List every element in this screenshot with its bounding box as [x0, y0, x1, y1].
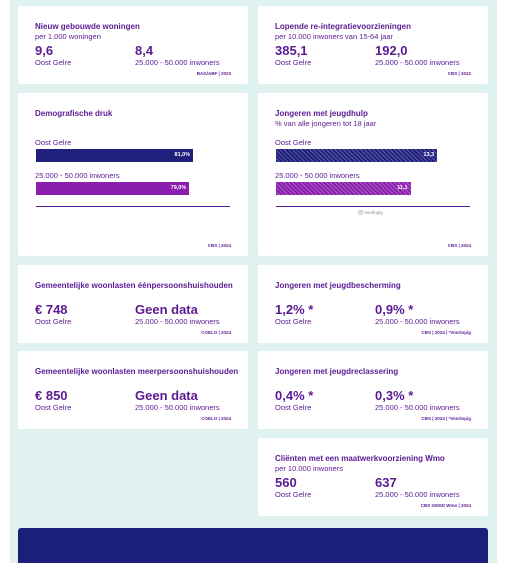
card-subtitle: % van alle jongeren tot 18 jaar [275, 119, 377, 128]
bar-label: Oost Gelre [275, 138, 312, 147]
card: Lopende re-integratievoorzieningen per 10… [258, 6, 488, 84]
stat-label: 25.000 - 50.000 inwoners [135, 403, 220, 412]
stat-value: 0,4% * [275, 388, 314, 403]
stat-value: 385,1 [275, 43, 308, 58]
stat-value: 9,6 [35, 43, 54, 58]
bar-label: 25.000 - 50.000 inwoners [275, 171, 360, 180]
stat: 9,6 Oost Gelre [35, 43, 71, 67]
source: CBS | 2024 | *Voorlopig [421, 330, 471, 335]
bar: 13,3 [276, 149, 438, 162]
stat-value: € 850 [35, 388, 68, 403]
stat: 560 Oost Gelre [275, 475, 311, 499]
stat-label: Oost Gelre [275, 490, 312, 499]
card-title: Jongeren met jeugdhulp [275, 109, 368, 118]
bar-label: 25.000 - 50.000 inwoners [35, 171, 120, 180]
stat-label: 25.000 - 50.000 inwoners [375, 490, 460, 499]
source: COELO | 2024 [201, 330, 231, 335]
card-title: Lopende re-integratievoorzieningen [275, 22, 412, 31]
bar-value-label: 79,0% [170, 185, 187, 191]
bar: 81,0% [36, 149, 194, 162]
stat-value: 8,4 [135, 43, 154, 58]
stat: 0,3% * 25.000 - 50.000 inwoners [375, 388, 460, 412]
legend-label: Voorlopig [364, 210, 383, 215]
card-title: Gemeentelijke woonlasten éénpersoonshuis… [35, 281, 233, 290]
stat: 637 25.000 - 50.000 inwoners [375, 475, 460, 499]
stat-label: Oost Gelre [35, 317, 72, 326]
bar-value-label: 81,0% [174, 152, 191, 158]
stat: 1,2% * Oost Gelre [275, 302, 313, 326]
source: COELO | 2024 [201, 416, 231, 421]
axis-line [276, 206, 470, 207]
card: Gemeentelijke woonlasten meerpersoonshui… [18, 351, 248, 429]
card-title: Cliënten met een maatwerkvoorziening Wmo [275, 454, 445, 463]
card: Demografische druk Oost Gelre 81,0% 25.000 … [18, 93, 248, 256]
stat-value: Geen data [135, 302, 198, 317]
stat: Geen data 25.000 - 50.000 inwoners [135, 388, 220, 412]
card-title: Demografische druk [35, 109, 113, 118]
card: Gemeentelijke woonlasten éénpersoonshuis… [18, 265, 248, 343]
card-title: Jongeren met jeugdbescherming [275, 281, 401, 290]
bar: 11,1 [276, 182, 411, 195]
card: Cliënten met een maatwerkvoorziening Wmo… [258, 438, 488, 516]
stat-value: 1,2% * [275, 302, 314, 317]
stat-label: 25.000 - 50.000 inwoners [375, 58, 460, 67]
card-subtitle: per 1.000 woningen [35, 32, 101, 41]
source: CBS GMSD Wmo | 2024 [420, 503, 471, 508]
stat-value: 0,3% * [375, 388, 414, 403]
source: CBS | 2024 [207, 243, 231, 248]
card-title: Jongeren met jeugdreclassering [275, 367, 399, 376]
stat: € 850 Oost Gelre [35, 388, 71, 412]
source: CBS | 2024 | *Voorlopig [421, 416, 471, 421]
stat: 0,9% * 25.000 - 50.000 inwoners [375, 302, 460, 326]
legend-swatch [358, 210, 363, 216]
stat-label: 25.000 - 50.000 inwoners [375, 403, 460, 412]
bar-value-label: 13,3 [423, 152, 435, 158]
stat-value: 192,0 [375, 43, 408, 58]
card: Jongeren met jeugdreclassering 0,4% * Oost… [258, 351, 488, 429]
stat-label: Oost Gelre [275, 58, 312, 67]
stat: Geen data 25.000 - 50.000 inwoners [135, 302, 220, 326]
stat-value: 0,9% * [375, 302, 414, 317]
stat-value: Geen data [135, 388, 198, 403]
stat-value: € 748 [35, 302, 68, 317]
source: CBS | 2024 [447, 243, 471, 248]
stat-label: 25.000 - 50.000 inwoners [375, 317, 460, 326]
card: Nieuw gebouwde woningen per 1.000 woninge… [18, 6, 248, 84]
stat-value: 637 [375, 475, 397, 490]
stat: € 748 Oost Gelre [35, 302, 71, 326]
card-title: Gemeentelijke woonlasten meerpersoonshui… [35, 367, 239, 376]
stat-label: Oost Gelre [35, 403, 72, 412]
card-title: Nieuw gebouwde woningen [35, 22, 140, 31]
stat-label: Oost Gelre [35, 58, 72, 67]
stat: 192,0 25.000 - 50.000 inwoners [375, 43, 460, 67]
source: CBS | 2022 [447, 71, 471, 76]
stat: 385,1 Oost Gelre [275, 43, 311, 67]
stat: 0,4% * Oost Gelre [275, 388, 313, 412]
legend: Voorlopig [358, 210, 383, 216]
card-subtitle: per 10.000 inwoners van 15-64 jaar [275, 32, 393, 41]
footer-bar [18, 528, 488, 563]
card-subtitle: per 10.000 inwoners [275, 464, 343, 473]
stat-label: 25.000 - 50.000 inwoners [135, 58, 220, 67]
stat-value: 560 [275, 475, 297, 490]
axis-line [36, 206, 230, 207]
card: Jongeren met jeugdbescherming 1,2% * Oost … [258, 265, 488, 343]
stat-label: Oost Gelre [275, 317, 312, 326]
card: Jongeren met jeugdhulp% van alle jongere… [258, 93, 488, 256]
bar-value-label: 11,1 [397, 185, 408, 191]
stat-label: Oost Gelre [275, 403, 312, 412]
source: BAG/ABF | 2023 [196, 71, 231, 76]
stat: 8,4 25.000 - 50.000 inwoners [135, 43, 220, 67]
bar-label: Oost Gelre [35, 138, 72, 147]
bar: 79,0% [36, 182, 190, 195]
stat-label: 25.000 - 50.000 inwoners [135, 317, 220, 326]
